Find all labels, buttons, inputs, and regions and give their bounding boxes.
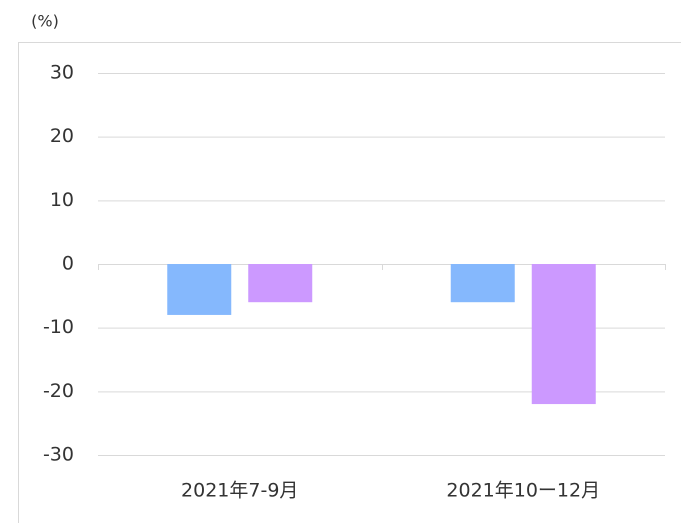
bar bbox=[450, 264, 515, 303]
y-tick-label: 0 bbox=[62, 253, 74, 275]
x-tick-label: 2021年10ー12月 bbox=[446, 480, 600, 502]
y-tick-label: -10 bbox=[43, 316, 74, 338]
y-axis-label: (%) bbox=[31, 12, 59, 31]
x-tick-label: 2021年7-9月 bbox=[181, 480, 298, 502]
bar bbox=[167, 264, 232, 315]
y-tick-label: -20 bbox=[43, 380, 74, 402]
y-tick-label: 30 bbox=[50, 62, 74, 84]
y-tick-label: 20 bbox=[50, 125, 74, 147]
bar bbox=[531, 264, 596, 405]
y-tick-label: -30 bbox=[43, 444, 74, 466]
chart-frame bbox=[18, 42, 681, 523]
bar bbox=[248, 264, 313, 303]
y-tick-label: 10 bbox=[50, 189, 74, 211]
